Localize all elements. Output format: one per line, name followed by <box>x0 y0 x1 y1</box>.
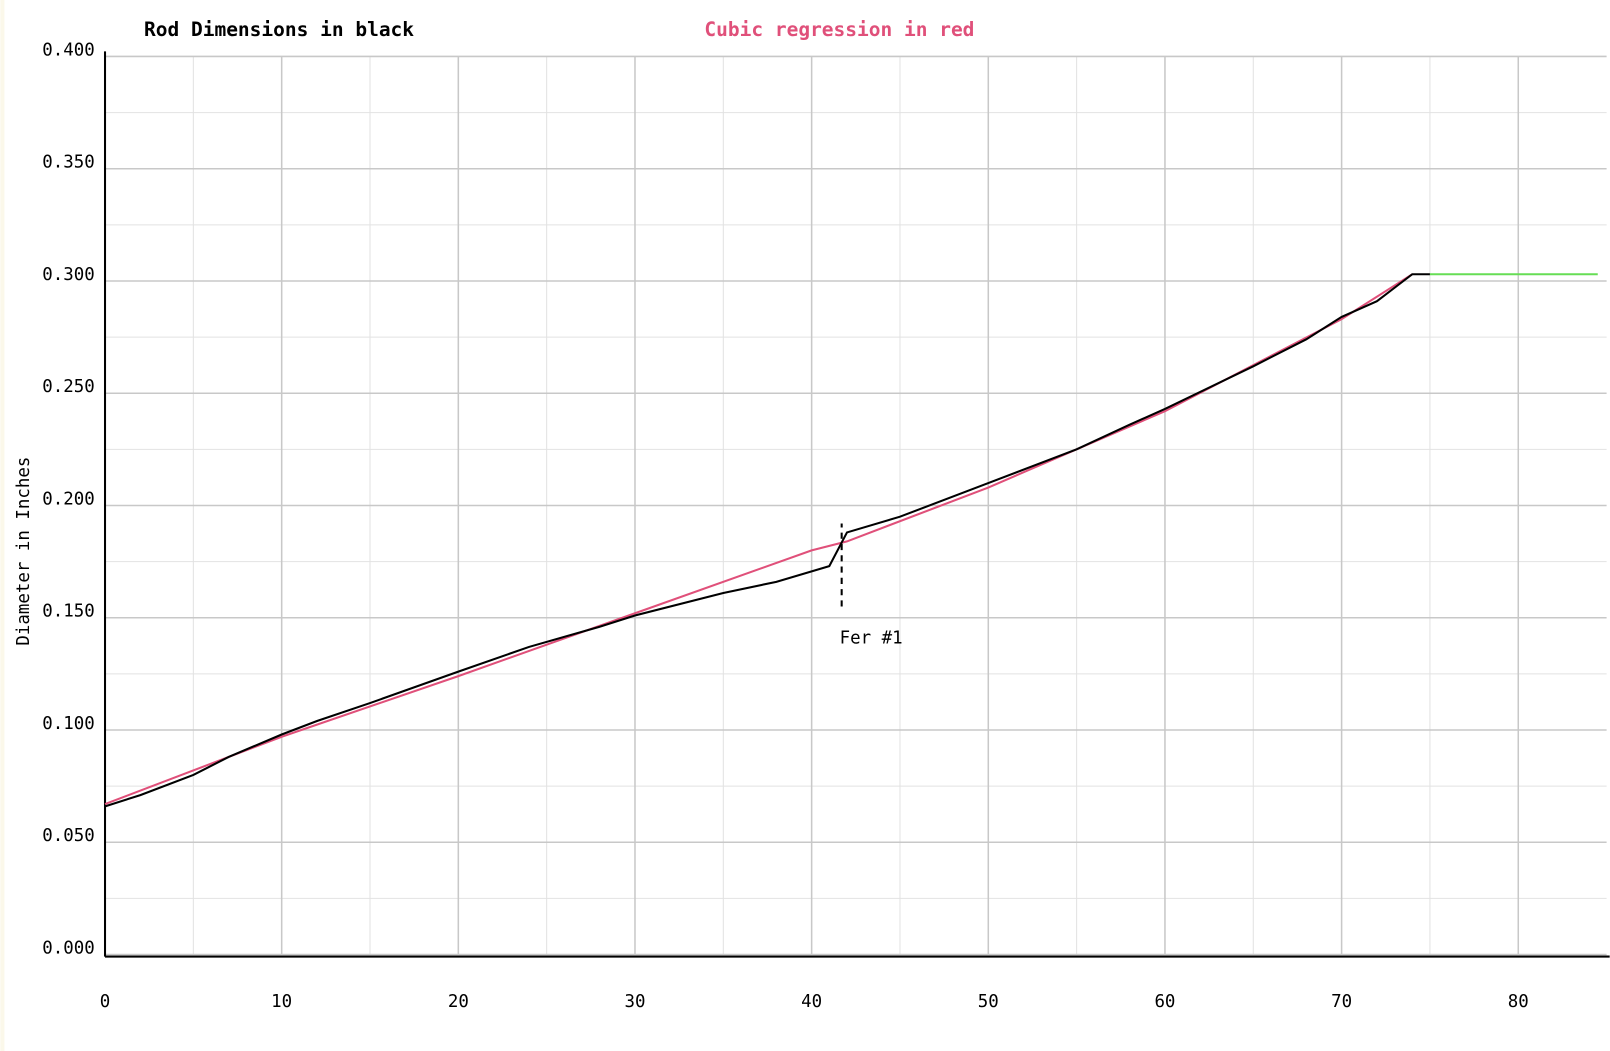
y-axis-label: Diameter in Inches <box>14 457 34 646</box>
x-tick-label: 60 <box>1154 992 1175 1012</box>
x-tick-label: 10 <box>271 992 292 1012</box>
y-tick-label: 0.300 <box>42 265 95 285</box>
y-tick-label: 0.200 <box>42 489 95 509</box>
x-tick-label: 50 <box>978 992 999 1012</box>
y-tick-label: 0.000 <box>42 938 95 958</box>
chart-subtitle: Cubic regression in red <box>704 18 974 41</box>
annotation-label: Fer #1 <box>840 628 903 648</box>
series-line <box>104 273 1430 808</box>
series-line <box>104 273 1413 806</box>
y-tick-label: 0.050 <box>42 826 95 846</box>
y-tick-label: 0.350 <box>42 153 95 173</box>
y-tick-label: 0.150 <box>42 602 95 622</box>
chart-title: Rod Dimensions in black <box>144 18 414 41</box>
x-tick-label: 80 <box>1508 992 1529 1012</box>
x-tick-label: 40 <box>801 992 822 1012</box>
y-tick-label: 0.250 <box>42 377 95 397</box>
y-tick-label: 0.100 <box>42 714 95 734</box>
left-edge <box>0 0 5 1051</box>
x-tick-label: 30 <box>624 992 645 1012</box>
y-tick-label: 0.400 <box>42 40 95 60</box>
x-tick-label: 20 <box>448 992 469 1012</box>
x-tick-label: 0 <box>100 992 111 1012</box>
x-tick-label: 70 <box>1331 992 1352 1012</box>
